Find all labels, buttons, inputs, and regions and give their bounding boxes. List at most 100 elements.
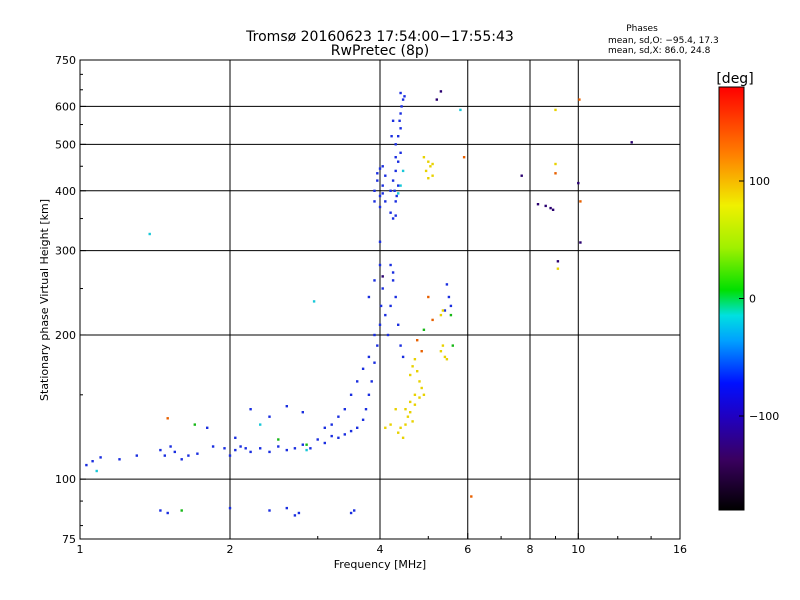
data-point — [418, 380, 421, 383]
data-point — [579, 241, 582, 244]
data-point — [577, 181, 580, 185]
data-point — [180, 509, 183, 512]
data-point — [330, 423, 333, 426]
data-point — [441, 344, 445, 347]
y-axis-label: Stationary phase Virtual Height [km] — [38, 199, 51, 401]
data-point — [381, 165, 384, 168]
data-point — [394, 408, 397, 411]
data-point — [384, 174, 387, 177]
data-point — [91, 460, 94, 463]
data-point — [349, 429, 353, 433]
colorbar-tick-label: −100 — [749, 410, 779, 423]
data-point — [293, 514, 297, 517]
data-point — [95, 469, 98, 473]
x-axis-label: Frequency [MHz] — [334, 558, 426, 571]
data-point — [422, 393, 426, 396]
colorbar-ticks: 100 0 −100 — [739, 175, 779, 423]
data-point — [579, 200, 582, 203]
y-axis-ticks: 75 100 200 300 400 500 600 750 — [55, 54, 86, 546]
data-point — [305, 448, 308, 452]
data-point — [378, 240, 382, 243]
data-point — [223, 447, 226, 450]
data-point — [373, 333, 376, 337]
stats-x-mode: mean, sd,X: 86.0, 24.8 — [608, 46, 711, 56]
data-point — [439, 350, 443, 353]
data-point — [393, 189, 396, 192]
data-point — [389, 304, 392, 308]
data-point — [413, 393, 417, 396]
data-point — [361, 367, 365, 370]
data-point — [520, 174, 523, 177]
data-point — [353, 509, 356, 512]
data-point — [297, 511, 301, 515]
y-tick-label: 200 — [55, 329, 76, 342]
data-point — [391, 217, 395, 220]
stats-heading: Phases — [626, 24, 658, 34]
data-point — [99, 456, 102, 459]
data-point — [395, 194, 398, 198]
data-point — [376, 179, 379, 182]
y-tick-label: 100 — [55, 473, 76, 486]
data-point — [234, 436, 237, 439]
x-axis-ticks: 1 2 4 6 8 10 16 — [77, 533, 687, 556]
data-point — [379, 304, 383, 308]
data-point — [399, 151, 402, 154]
grid-lines — [80, 60, 680, 539]
data-point — [413, 358, 417, 361]
data-point — [381, 192, 384, 195]
data-point — [443, 309, 447, 312]
stats-o-mode: mean, sd,O: −95.4, 17.3 — [608, 36, 719, 46]
x-tick-label: 1 — [77, 543, 84, 556]
data-point — [381, 184, 384, 187]
data-point — [159, 509, 162, 512]
data-point — [470, 495, 473, 498]
data-point — [397, 135, 400, 138]
data-point — [389, 211, 392, 214]
data-point — [411, 420, 414, 423]
data-point — [364, 408, 368, 411]
data-point — [305, 443, 308, 446]
data-point — [239, 445, 242, 448]
plot-area — [79, 59, 681, 540]
data-point — [424, 169, 428, 173]
data-point — [399, 127, 402, 130]
x-tick-label: 8 — [527, 543, 534, 556]
y-tick-label: 600 — [55, 100, 76, 113]
data-point — [356, 380, 359, 383]
data-point — [556, 260, 560, 263]
data-point — [378, 167, 382, 170]
data-point — [301, 411, 304, 414]
data-point — [551, 208, 555, 211]
data-point — [337, 415, 340, 418]
data-point — [349, 511, 353, 515]
data-point — [259, 423, 262, 426]
data-point — [367, 355, 371, 359]
x-tick-label: 2 — [227, 543, 234, 556]
data-point — [285, 405, 288, 408]
data-point — [259, 447, 262, 450]
data-point — [373, 279, 376, 282]
data-point — [391, 271, 395, 274]
data-point — [343, 408, 346, 411]
data-point — [409, 373, 412, 377]
data-point — [193, 423, 196, 426]
data-point — [118, 458, 121, 461]
data-point — [427, 177, 430, 180]
data-point — [384, 426, 387, 429]
data-point — [401, 169, 405, 173]
data-point — [394, 143, 397, 146]
data-point — [277, 438, 280, 441]
data-point — [337, 436, 340, 439]
data-point — [401, 355, 405, 359]
data-point — [378, 205, 382, 209]
data-point — [373, 189, 376, 192]
data-point — [277, 445, 280, 448]
data-point — [397, 192, 400, 195]
data-point — [206, 426, 209, 429]
data-point — [394, 200, 397, 203]
data-point — [163, 454, 166, 457]
data-point — [343, 433, 346, 436]
data-point — [418, 396, 421, 399]
data-point — [285, 448, 288, 452]
data-point — [381, 287, 384, 290]
